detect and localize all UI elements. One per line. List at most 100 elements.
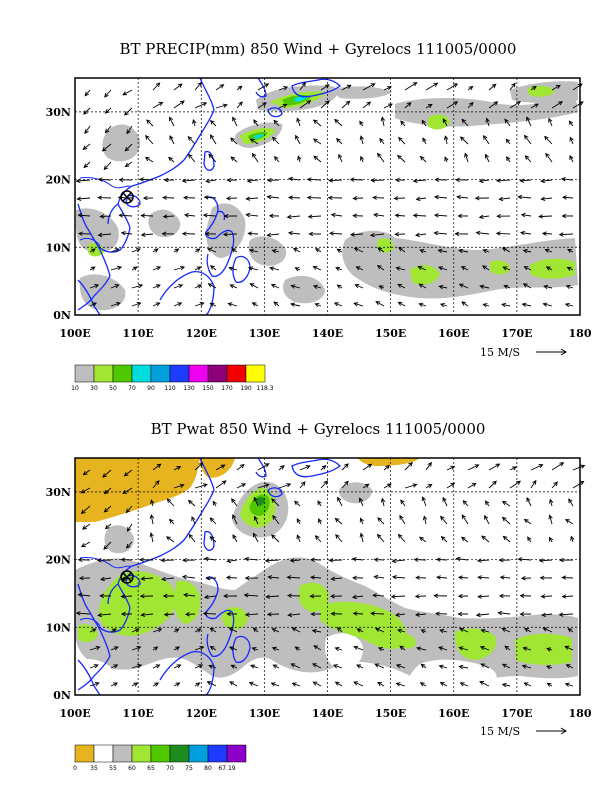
wind-vector-head <box>419 249 425 254</box>
wind-vector-head <box>377 647 383 652</box>
wind-vector <box>551 101 563 109</box>
wind-vector-head <box>230 664 236 669</box>
wind-vector <box>313 681 322 687</box>
wind-vector-head <box>355 266 361 271</box>
wind-vector <box>562 576 574 579</box>
wind-vector-head <box>370 83 376 88</box>
wind-vector-head <box>559 462 565 467</box>
wind-vector-head <box>155 480 160 485</box>
wind-vector-head <box>312 265 318 270</box>
wind-vector <box>377 682 385 687</box>
wind-vector-head <box>249 283 255 288</box>
wind-vector-head <box>244 556 249 562</box>
wind-vector <box>215 104 228 109</box>
wind-vector <box>479 179 490 182</box>
wind-vector <box>500 576 511 579</box>
wind-vector <box>329 179 343 181</box>
wind-vector-head <box>226 558 232 564</box>
wind-vector-head <box>290 663 296 668</box>
wind-vector <box>257 83 269 91</box>
wind-vector-head <box>400 499 405 505</box>
wind-vector-head <box>394 232 400 237</box>
wind-vector-head <box>540 196 546 201</box>
wind-vector-head <box>567 248 572 253</box>
wind-vector-head <box>264 463 270 468</box>
wind-vector <box>110 284 119 289</box>
wind-vector-head <box>99 214 105 219</box>
wind-vector-head <box>328 178 334 183</box>
wind-vector-head <box>521 302 527 307</box>
wind-vector <box>209 536 217 543</box>
wind-vector <box>483 135 490 145</box>
wind-vector-head <box>345 100 351 106</box>
wind-vector <box>76 179 91 182</box>
wind-vector-head <box>244 612 250 617</box>
wind-vector-head <box>99 593 104 599</box>
wind-vector-head <box>103 489 109 495</box>
wind-vector-head <box>354 284 360 289</box>
wind-vector <box>245 558 259 561</box>
wind-vector <box>229 646 238 651</box>
wind-vector <box>292 627 301 633</box>
wind-vector <box>288 178 301 181</box>
wind-vector <box>248 232 259 235</box>
wind-vector-head <box>520 576 526 581</box>
wind-vector-head <box>346 84 352 89</box>
wind-vector-head <box>372 195 377 200</box>
wind-vector <box>461 514 469 525</box>
wind-vector <box>422 137 427 145</box>
wind-vector-head <box>209 302 215 307</box>
wind-vector-head <box>75 611 81 616</box>
wind-vector-head <box>433 593 439 598</box>
wind-vector <box>526 117 532 127</box>
wind-vector-head <box>377 682 382 687</box>
wind-vector <box>166 498 175 507</box>
colorbar-label: 130 <box>183 385 195 392</box>
wind-vector-head <box>95 645 101 651</box>
wind-vector-head <box>209 120 215 125</box>
wind-vector-head <box>501 500 507 506</box>
wind-vector <box>546 266 553 271</box>
wind-vector-head <box>501 302 507 308</box>
wind-vector-head <box>561 213 567 219</box>
wind-vector-head <box>359 532 364 538</box>
wind-vector-head <box>434 611 440 616</box>
wind-vector-head <box>82 525 87 530</box>
wind-vector-head <box>191 516 196 522</box>
wind-vector-head <box>83 110 88 115</box>
wind-vector <box>525 155 532 163</box>
wind-vector-head <box>225 575 231 580</box>
wind-vector <box>459 666 469 669</box>
wind-vector-head <box>282 103 288 108</box>
wind-vector <box>520 232 532 235</box>
wind-vector <box>231 664 238 669</box>
wind-vector <box>419 283 427 289</box>
wind-vector <box>503 266 511 271</box>
wind-vector <box>168 157 175 163</box>
wind-vector <box>425 82 438 91</box>
wind-vector <box>145 157 154 163</box>
wind-vector <box>467 464 479 471</box>
wind-vector <box>413 179 427 182</box>
wind-vector-head <box>385 464 391 470</box>
wind-vector <box>356 664 364 669</box>
wind-vector <box>354 302 364 307</box>
wind-vector-head <box>209 536 215 541</box>
wind-vector-head <box>540 594 546 599</box>
precip-area <box>377 238 394 253</box>
colorbar-swatch <box>188 744 209 763</box>
wind-vector-head <box>580 464 586 469</box>
wind-vector <box>548 118 553 127</box>
wind-vector <box>208 154 217 163</box>
wind-vector <box>524 519 532 525</box>
wind-vector <box>562 595 574 598</box>
wind-vector-head <box>296 534 301 540</box>
wind-vector <box>415 613 427 616</box>
x-tick-label: 130E <box>249 707 280 720</box>
wind-vector-head <box>564 302 570 308</box>
wind-vector <box>206 179 217 182</box>
colorbar-label: 170 <box>221 385 233 392</box>
wind-vector-head <box>237 85 243 91</box>
wind-vector-head <box>84 91 90 97</box>
wind-vector-head <box>534 103 539 108</box>
